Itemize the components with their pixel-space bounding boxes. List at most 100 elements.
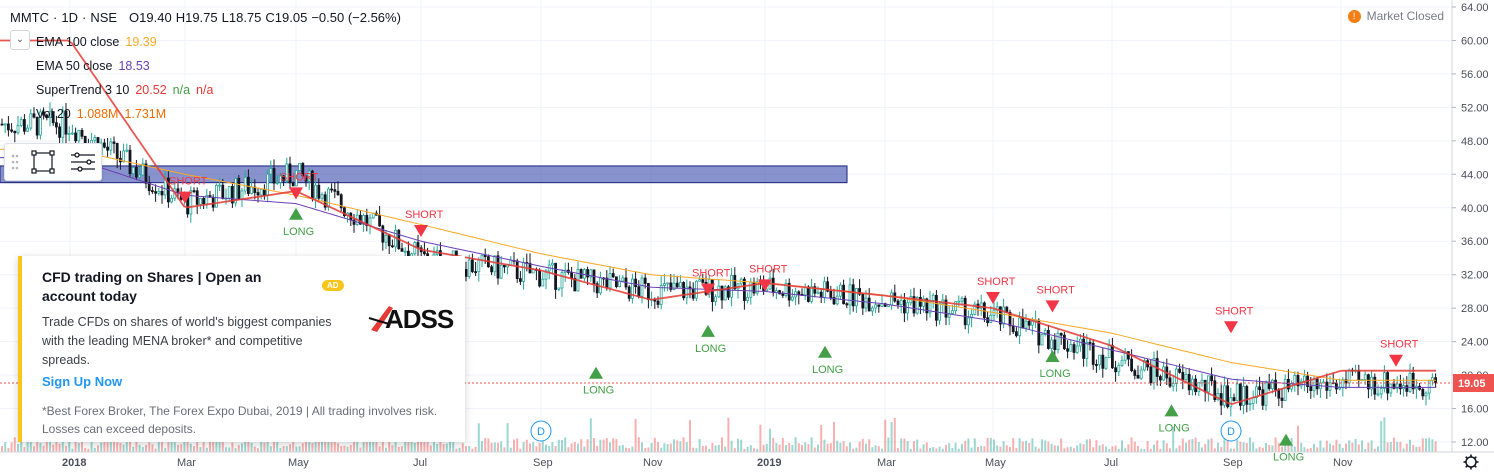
- candle-body: [791, 296, 794, 301]
- candle-body: [570, 271, 573, 279]
- gear-icon[interactable]: [1463, 454, 1479, 470]
- candle-body: [237, 177, 241, 200]
- volume-bar: [65, 445, 67, 452]
- candle-body: [317, 184, 321, 199]
- volume-bar: [1335, 439, 1338, 452]
- long-signal-marker: [1164, 404, 1179, 417]
- long-signal-marker: [1279, 433, 1293, 446]
- candle-body: [1063, 334, 1066, 350]
- volume-bar: [1018, 438, 1021, 452]
- volume-bar: [1293, 446, 1296, 452]
- dividend-event-marker[interactable]: D: [1220, 420, 1242, 442]
- ad-card[interactable]: CFD trading on Shares | Open an account …: [18, 256, 465, 442]
- volume-bar: [1265, 442, 1267, 452]
- volume-bar: [855, 447, 858, 452]
- candle-body: [554, 262, 557, 290]
- sign-up-link[interactable]: Sign Up Now: [42, 374, 123, 389]
- short-signal-marker: [758, 279, 772, 292]
- candle-body: [1283, 378, 1287, 401]
- volume-bar: [289, 444, 291, 452]
- volume-bar: [23, 447, 26, 452]
- volume-bar: [561, 440, 563, 452]
- candle-body: [1408, 372, 1412, 392]
- volume-bar: [535, 446, 538, 452]
- volume-bar: [733, 448, 736, 452]
- settings-lines-icon[interactable]: [71, 152, 95, 172]
- candle-body: [519, 278, 522, 282]
- volume-bar: [628, 448, 631, 452]
- grip-icon[interactable]: [11, 154, 19, 170]
- volume-bar: [394, 439, 397, 452]
- volume-bar: [154, 448, 157, 452]
- volume-bar: [1284, 443, 1287, 452]
- candle-body: [16, 125, 20, 134]
- volume-bar: [452, 437, 455, 452]
- candle-body: [631, 278, 634, 299]
- volume-bar: [906, 441, 909, 452]
- volume-bar: [1089, 439, 1091, 452]
- volume-bar: [375, 439, 378, 452]
- volume-bar: [839, 442, 842, 452]
- candle-body: [384, 234, 388, 243]
- indicator-name: Vol 20: [36, 107, 71, 121]
- candle-body: [358, 214, 362, 225]
- candle-body: [1050, 339, 1053, 349]
- volume-bar: [269, 446, 272, 452]
- volume-bar: [1364, 448, 1367, 452]
- volume-bar: [1351, 442, 1354, 452]
- rectangle-tool-icon[interactable]: [31, 150, 55, 174]
- volume-bar: [708, 448, 711, 452]
- volume-bar: [721, 437, 723, 452]
- candle-body: [858, 288, 861, 295]
- indicator-ema100[interactable]: EMA 100 close 19.39: [36, 30, 405, 54]
- indicator-volume[interactable]: Vol 20 1.088M 1.731M: [36, 102, 405, 126]
- candle-body: [925, 298, 929, 314]
- volume-bar: [938, 446, 941, 452]
- volume-bar: [20, 437, 23, 452]
- volume-bar: [445, 443, 448, 452]
- volume-bar: [180, 444, 183, 452]
- candle-body: [1104, 357, 1108, 369]
- candle-body: [1280, 397, 1284, 401]
- candle-body: [1187, 373, 1191, 391]
- candle-body: [288, 163, 292, 184]
- volume-bar: [1297, 425, 1299, 452]
- candle-body: [1043, 330, 1047, 335]
- volume-bar: [1338, 443, 1341, 452]
- indicator-supertrend[interactable]: SuperTrend 3 10 20.52 n/a n/a: [36, 78, 405, 102]
- volume-bar: [1172, 426, 1175, 452]
- candle-body: [1008, 311, 1012, 327]
- market-status[interactable]: ! Market Closed: [1347, 9, 1444, 23]
- volume-bar: [39, 443, 42, 452]
- indicator-name: EMA 50 close: [36, 59, 113, 73]
- indicator-ema50[interactable]: EMA 50 close 18.53: [36, 54, 405, 78]
- volume-bar: [493, 442, 496, 452]
- dividend-event-marker[interactable]: D: [530, 420, 552, 442]
- volume-bar: [125, 440, 128, 452]
- candle-body: [1226, 385, 1229, 408]
- volume-bar: [487, 438, 490, 452]
- volume-bar: [973, 438, 976, 452]
- candle-body: [672, 282, 676, 290]
- candle-body: [320, 194, 324, 199]
- volume-bar: [423, 439, 426, 452]
- volume-bar: [1021, 441, 1024, 452]
- volume-bar: [999, 446, 1002, 452]
- volume-bar: [1405, 443, 1408, 452]
- candle-body: [138, 174, 142, 178]
- candle-body: [848, 284, 852, 306]
- symbol-name[interactable]: MMTC: [10, 10, 49, 25]
- candle-body: [810, 286, 813, 302]
- volume-bar: [401, 446, 403, 452]
- volume-bar: [945, 444, 947, 452]
- volume-bar: [1050, 443, 1053, 452]
- chevron-down-icon[interactable]: ⌄: [10, 30, 30, 50]
- volume-bar: [333, 441, 336, 452]
- volume-bar: [141, 447, 144, 452]
- ohlc-close: C19.05: [265, 10, 308, 25]
- short-signal-marker: [986, 291, 1000, 304]
- candle-body: [1235, 383, 1239, 401]
- interval[interactable]: 1D: [61, 10, 78, 25]
- ad-title[interactable]: CFD trading on Shares | Open an account …: [42, 269, 262, 304]
